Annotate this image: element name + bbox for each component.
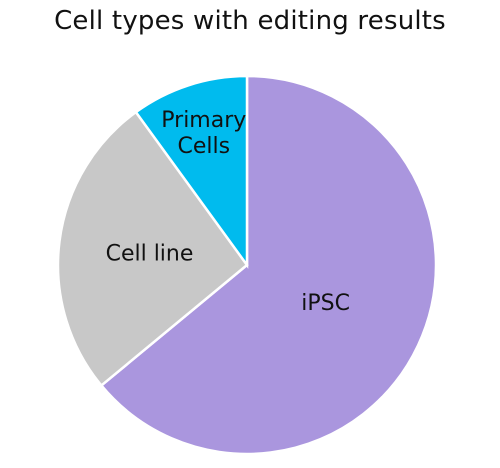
slice-label-ipsc: iPSC	[301, 291, 350, 316]
slice-label-primary-cells: Primary Cells	[161, 108, 246, 159]
pie-slice-ipsc	[99, 74, 438, 456]
pie-slice-cell-line	[56, 110, 249, 388]
slice-label-cell-line: Cell line	[106, 242, 194, 267]
pie-slice-primary-cells	[134, 74, 249, 269]
chart-title: Cell types with editing results	[54, 6, 446, 36]
